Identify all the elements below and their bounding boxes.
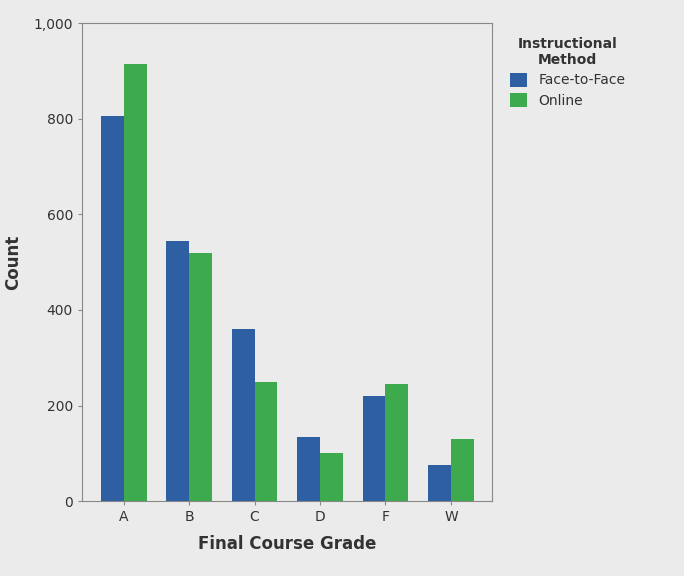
- Legend: Face-to-Face, Online: Face-to-Face, Online: [503, 30, 632, 115]
- Bar: [297, 437, 320, 501]
- Bar: [428, 465, 451, 501]
- Bar: [363, 396, 386, 501]
- Bar: [101, 116, 124, 501]
- Bar: [320, 453, 343, 501]
- Bar: [232, 329, 254, 501]
- Bar: [189, 252, 212, 501]
- Y-axis label: Count: Count: [4, 234, 23, 290]
- Bar: [254, 382, 278, 501]
- Bar: [451, 439, 474, 501]
- Bar: [386, 384, 408, 501]
- Bar: [124, 64, 146, 501]
- Bar: [166, 241, 189, 501]
- X-axis label: Final Course Grade: Final Course Grade: [198, 535, 376, 554]
